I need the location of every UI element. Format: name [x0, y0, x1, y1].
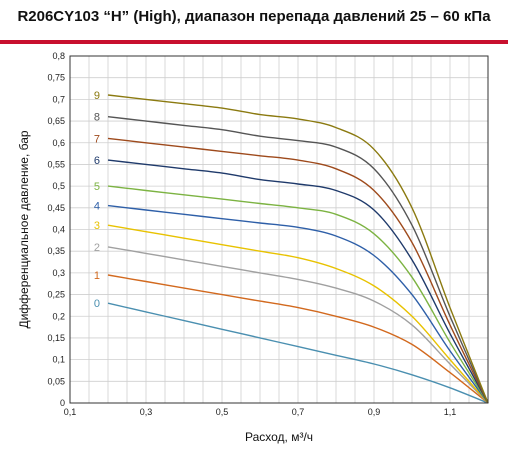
- series-label-5: 5: [94, 181, 100, 193]
- series-group: [107, 94, 489, 404]
- series-label-3: 3: [94, 220, 100, 232]
- series-line-0: [107, 302, 489, 404]
- y-tick-label: 0,15: [47, 333, 65, 343]
- series-line-2: [107, 246, 489, 404]
- x-tick-label: 0,3: [140, 407, 153, 417]
- y-axis-label: Дифференциальное давление, бар: [17, 130, 31, 328]
- title-divider: [0, 40, 508, 44]
- series-line-5: [107, 185, 489, 404]
- x-tick-label: 0,1: [64, 407, 77, 417]
- x-axis-label: Расход, м³/ч: [245, 430, 313, 444]
- series-line-7: [107, 137, 489, 404]
- y-tick-label: 0,65: [47, 116, 65, 126]
- series-line-3: [107, 224, 489, 404]
- series-label-7: 7: [94, 133, 100, 145]
- y-tick-label: 0,6: [52, 138, 65, 148]
- series-labels: 0 1 2 3 4 5 6 7 8 9: [94, 90, 100, 310]
- y-tick-label: 0,1: [52, 355, 65, 365]
- x-tick-label: 0,9: [368, 407, 381, 417]
- series-label-0: 0: [94, 298, 100, 310]
- y-tick-label: 0,5: [52, 181, 65, 191]
- series-label-4: 4: [94, 201, 100, 213]
- y-tick-label: 0,05: [47, 376, 65, 386]
- series-label-6: 6: [94, 155, 100, 167]
- x-tick-label: 1,1: [444, 407, 457, 417]
- y-tick-label: 0,4: [52, 225, 65, 235]
- y-tick-label: 0,75: [47, 73, 65, 83]
- x-tick-label: 0,7: [292, 407, 305, 417]
- y-tick-label: 0,35: [47, 246, 65, 256]
- y-tick-label: 0,7: [52, 94, 65, 104]
- series-line-4: [107, 204, 489, 404]
- y-tick-label: 0,2: [52, 311, 65, 321]
- x-tick-label: 0,5: [216, 407, 229, 417]
- y-tick-label: 0,8: [52, 51, 65, 61]
- y-tick-label: 0,25: [47, 290, 65, 300]
- series-label-1: 1: [94, 270, 100, 282]
- y-tick-label: 0: [60, 398, 65, 408]
- title-bar: R206CY103 “H” (High), диапазон перепада …: [0, 0, 508, 44]
- y-tick-label: 0,55: [47, 159, 65, 169]
- y-tick-labels: 0 0,05 0,1 0,15 0,2 0,25 0,3 0,35 0,4 0,45 0,5 0,55…: [47, 51, 65, 408]
- chart-title: R206CY103 “H” (High), диапазон перепада …: [17, 8, 491, 25]
- series-label-2: 2: [94, 242, 100, 254]
- series-label-9: 9: [94, 90, 100, 102]
- plot-border: [69, 55, 489, 404]
- series-line-1: [107, 274, 489, 404]
- y-tick-label: 0,45: [47, 203, 65, 213]
- series-line-9: [107, 94, 489, 404]
- series-line-6: [107, 159, 489, 404]
- y-tick-label: 0,3: [52, 268, 65, 278]
- series-label-8: 8: [94, 112, 100, 124]
- x-tick-labels: 0,1 0,3 0,5 0,7 0,9 1,1: [64, 407, 457, 417]
- series-line-8: [107, 116, 489, 404]
